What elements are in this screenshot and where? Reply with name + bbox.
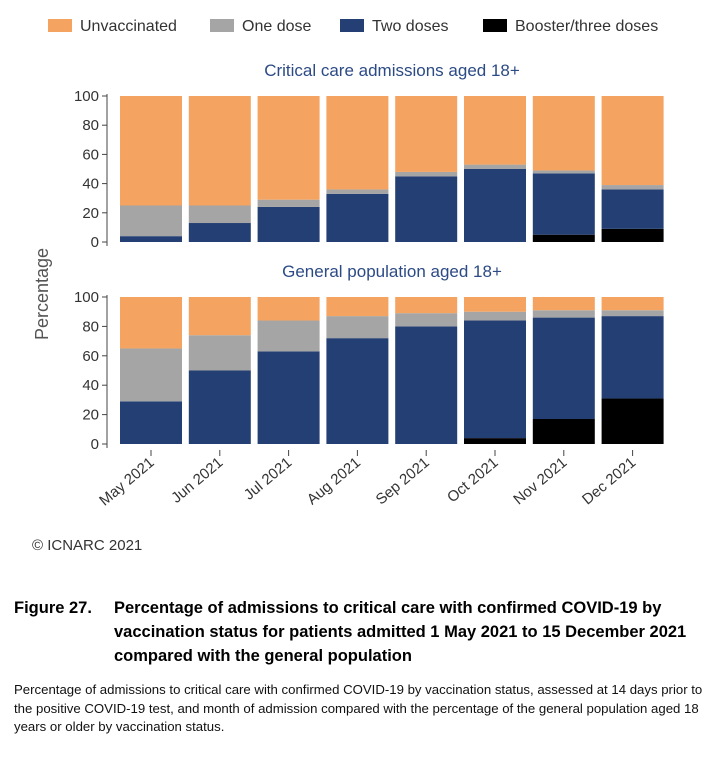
bar-segment-booster-three-doses: [464, 438, 526, 444]
legend-swatch-one-dose: [210, 19, 234, 32]
bar-segment-booster-three-doses: [601, 398, 664, 444]
bar-segment-two-doses: [464, 320, 526, 439]
bar-segment-two-doses: [188, 370, 251, 444]
panel-title: General population aged 18+: [282, 262, 502, 281]
bar-segment-booster-three-doses: [601, 228, 664, 242]
bar-segment-unvaccinated: [257, 96, 320, 200]
legend-swatch-unvaccinated: [48, 19, 72, 32]
y-tick-label: 40: [82, 176, 99, 193]
bar-segment-unvaccinated: [188, 297, 251, 336]
bar-segment-booster-three-doses: [532, 419, 595, 444]
bar-segment-two-doses: [326, 193, 389, 242]
legend-label-booster-three-doses: Booster/three doses: [515, 18, 658, 35]
bar-segment-two-doses: [120, 236, 182, 242]
bar-segment-one-dose: [326, 189, 389, 194]
bar-segment-one-dose: [601, 185, 664, 190]
bar-segment-unvaccinated: [601, 96, 664, 186]
bar-segment-unvaccinated: [532, 96, 595, 171]
bar-segment-unvaccinated: [326, 297, 389, 317]
bar-segment-one-dose: [188, 335, 251, 371]
x-tick-label: Oct 2021: [444, 454, 502, 506]
x-tick-label: Jun 2021: [168, 454, 226, 507]
legend-swatch-two-doses: [340, 19, 364, 32]
bar-segment-unvaccinated: [120, 297, 182, 349]
x-tick-label: Aug 2021: [304, 454, 364, 508]
stacked-bar-chart: Unvaccinated One dose Two doses Booster/thr…: [32, 18, 664, 509]
bar-segment-one-dose: [601, 310, 664, 317]
bar-segment-one-dose: [532, 310, 595, 318]
general-population-panel: General population aged 18+ 0 20 40 60 80 100: [74, 262, 664, 453]
bar-segment-two-doses: [532, 173, 595, 235]
y-tick-label: 0: [91, 436, 99, 453]
y-tick-label: 20: [82, 407, 99, 424]
bar-segment-one-dose: [257, 320, 320, 352]
bar-segment-unvaccinated: [120, 96, 182, 206]
y-tick-label: 40: [82, 377, 99, 394]
figure-title: Percentage of admissions to critical car…: [114, 599, 687, 665]
bar-segment-unvaccinated: [464, 297, 526, 312]
bar-segment-two-doses: [120, 401, 182, 444]
chart-legend: Unvaccinated One dose Two doses Booster/thr…: [48, 18, 658, 35]
x-tick-label: Sep 2021: [373, 454, 433, 508]
bar-segment-one-dose: [188, 205, 251, 224]
bar-segment-two-doses: [601, 189, 664, 229]
bar-segment-one-dose: [395, 313, 458, 327]
y-axis-label: Percentage: [32, 248, 52, 340]
bar-segment-one-dose: [395, 171, 458, 177]
bar-segment-one-dose: [464, 164, 526, 169]
bar-segment-unvaccinated: [257, 297, 320, 321]
bar-segment-unvaccinated: [395, 297, 458, 314]
bar-segment-one-dose: [464, 311, 526, 321]
legend-label-two-doses: Two doses: [372, 18, 448, 35]
legend-swatch-booster-three-doses: [483, 19, 507, 32]
y-tick-label: 60: [82, 348, 99, 365]
bar-segment-unvaccinated: [601, 297, 664, 311]
bar-segment-two-doses: [257, 206, 320, 242]
figure-caption: Figure 27. Percentage of admissions to c…: [14, 596, 704, 668]
panel-title: Critical care admissions aged 18+: [264, 61, 520, 80]
bar-segment-one-dose: [326, 316, 389, 339]
bar-segment-unvaccinated: [464, 96, 526, 165]
y-tick-label: 60: [82, 146, 99, 163]
copyright-notice: © ICNARC 2021: [32, 537, 143, 554]
y-tick-label: 80: [82, 117, 99, 134]
bar-segment-two-doses: [326, 338, 389, 444]
x-tick-label: Dec 2021: [579, 454, 639, 508]
bar-segment-two-doses: [188, 223, 251, 242]
bar-segment-unvaccinated: [532, 297, 595, 311]
bar-segment-unvaccinated: [326, 96, 389, 190]
bar-segment-one-dose: [120, 348, 182, 402]
bar-segment-unvaccinated: [395, 96, 458, 172]
y-tick-label: 100: [74, 88, 99, 105]
x-tick-label: May 2021: [96, 454, 157, 509]
y-tick-label: 20: [82, 205, 99, 222]
legend-label-unvaccinated: Unvaccinated: [80, 18, 177, 35]
x-axis-labels: May 2021 Jun 2021 Jul 2021 Aug 2021 Sep 2021…: [96, 450, 639, 509]
bar-segment-two-doses: [395, 176, 458, 242]
legend-label-one-dose: One dose: [242, 18, 311, 35]
bar-segment-one-dose: [120, 205, 182, 237]
bar-segment-two-doses: [601, 316, 664, 399]
bar-segment-two-doses: [257, 351, 320, 444]
bar-segment-two-doses: [532, 317, 595, 420]
bar-segment-booster-three-doses: [532, 234, 595, 242]
figure-description: Percentage of admissions to critical car…: [14, 682, 703, 734]
x-tick-label: Nov 2021: [510, 454, 570, 508]
bar-segment-one-dose: [532, 170, 595, 174]
y-tick-label: 80: [82, 318, 99, 335]
bar-segment-two-doses: [464, 169, 526, 242]
bar-segment-one-dose: [257, 199, 320, 207]
critical-care-panel: Critical care admissions aged 18+ 0 20 40 60…: [74, 61, 664, 251]
y-tick-label: 0: [91, 234, 99, 251]
bar-segment-unvaccinated: [188, 96, 251, 206]
figure-number: Figure 27.: [14, 599, 92, 617]
x-tick-label: Jul 2021: [241, 454, 295, 503]
bar-segment-two-doses: [395, 326, 458, 444]
y-tick-label: 100: [74, 289, 99, 306]
